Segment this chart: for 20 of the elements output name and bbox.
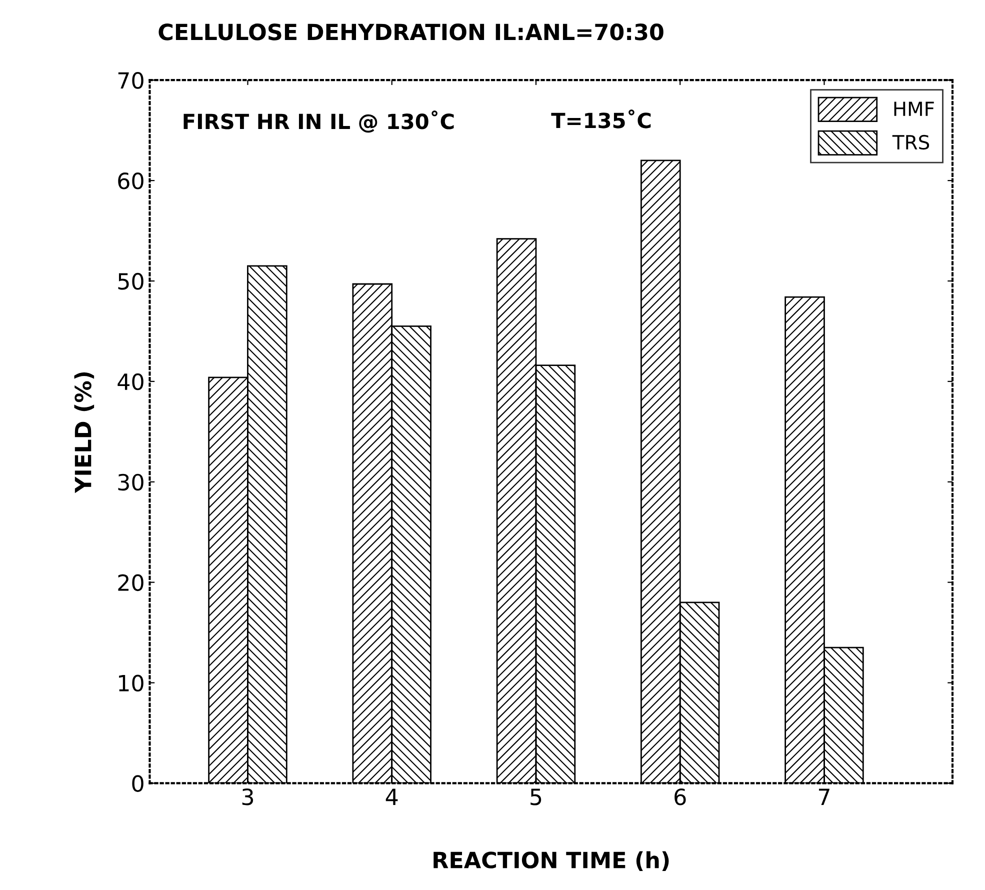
y-tick-label: 50 bbox=[118, 272, 144, 290]
y-tick-label: 60 bbox=[118, 172, 144, 190]
x-tick-label: 6 bbox=[674, 788, 686, 806]
x-tick-label: 3 bbox=[242, 788, 254, 806]
y-tick-label: 40 bbox=[118, 373, 144, 390]
annotation: FIRST HR IN IL @ 130˚C bbox=[184, 110, 454, 133]
y-tick-label: 0 bbox=[132, 775, 144, 792]
y-tick-label: 70 bbox=[118, 72, 144, 89]
legend-label: TRS bbox=[892, 134, 930, 150]
chart-title: CELLULOSE DEHYDRATION IL:ANL=70:30 bbox=[158, 24, 664, 40]
y-tick-label: 20 bbox=[118, 574, 144, 592]
y-tick-label: 30 bbox=[118, 474, 144, 491]
x-axis-title: REACTION TIME (h) bbox=[434, 851, 669, 872]
legend-label: HMF bbox=[894, 102, 934, 116]
x-tick-label: 5 bbox=[530, 788, 542, 806]
y-axis-title: YIELD (%) bbox=[74, 372, 94, 494]
x-tick-label: 7 bbox=[818, 788, 830, 805]
x-tick-label: 4 bbox=[386, 788, 398, 805]
annotation: T=135˚C bbox=[551, 110, 651, 128]
y-tick-label: 10 bbox=[119, 674, 144, 692]
